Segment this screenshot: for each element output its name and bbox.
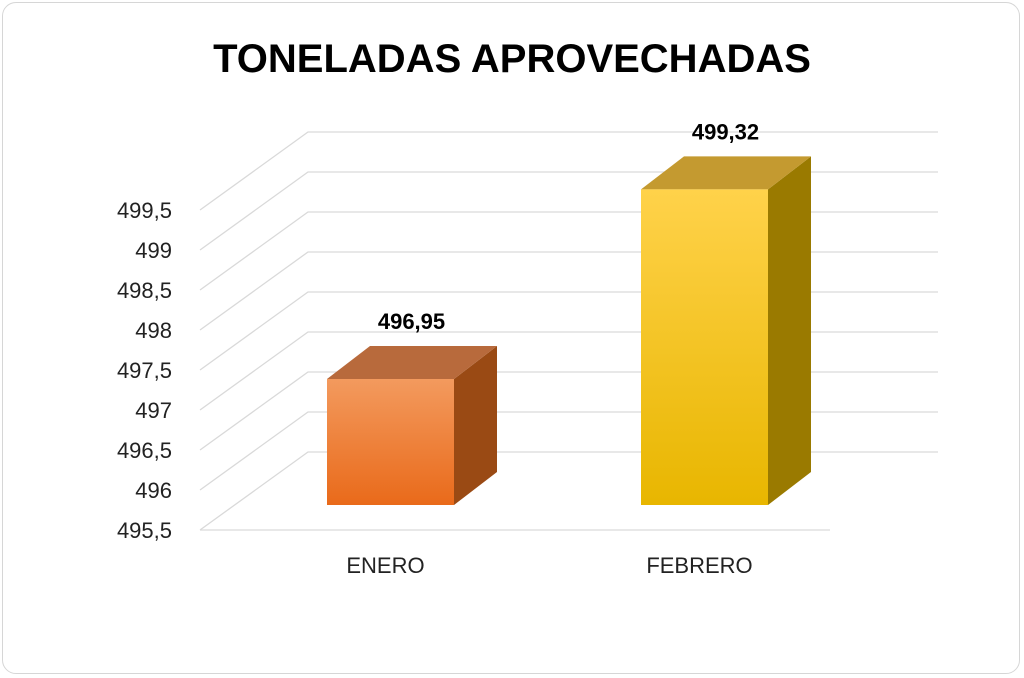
gridline (199, 211, 938, 291)
y-tick-label: 497 (135, 398, 172, 423)
bar-side (454, 346, 497, 505)
y-tick-label: 496 (135, 478, 172, 503)
y-tick-label: 498,5 (117, 278, 172, 303)
bar-enero (327, 346, 497, 505)
y-tick-label: 498 (135, 318, 172, 343)
gridline (199, 131, 938, 211)
bars (327, 156, 811, 505)
data-label: 496,95 (378, 309, 445, 334)
gridline (199, 411, 938, 491)
labels: 496,95 ENERO 499,32 FEBRERO (346, 119, 759, 578)
chart-title: TONELADAS APROVECHADAS (213, 37, 811, 81)
gridline (199, 451, 938, 531)
bar-top (641, 156, 811, 190)
gridline (199, 171, 938, 251)
bar-front (327, 379, 454, 505)
y-tick-label: 495,5 (117, 518, 172, 543)
y-axis: 495,5 496 496,5 497 497,5 498 498,5 499 499,5 (117, 198, 172, 543)
gridline (199, 291, 938, 371)
bar-top (327, 346, 497, 379)
y-tick-label: 497,5 (117, 358, 172, 383)
x-tick-label: FEBRERO (646, 553, 752, 578)
y-tick-label: 499,5 (117, 198, 172, 223)
bar-febrero (641, 156, 811, 505)
gridline (199, 251, 938, 331)
data-label: 499,32 (692, 119, 759, 144)
bar-side (768, 156, 811, 505)
gridlines (199, 131, 938, 531)
x-tick-label: ENERO (346, 553, 424, 578)
y-tick-label: 496,5 (117, 438, 172, 463)
bar-front (641, 189, 768, 505)
gridline (199, 371, 938, 451)
gridline (199, 331, 938, 411)
y-tick-label: 499 (135, 238, 172, 263)
